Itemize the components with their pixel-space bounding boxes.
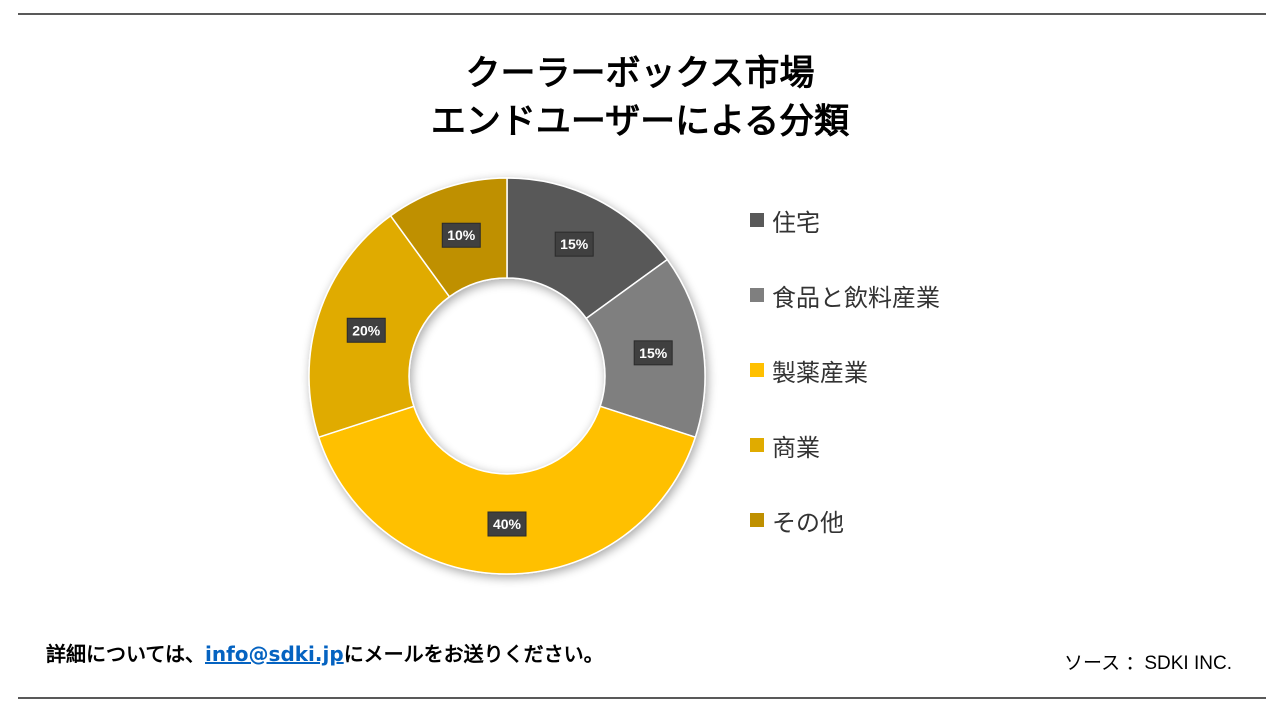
legend-swatch	[750, 288, 764, 302]
slice-data-label: 15%	[633, 340, 673, 366]
chart-title-line1: クーラーボックス市場	[465, 54, 815, 94]
contact-note-prefix: 詳細については、	[46, 642, 205, 666]
data-label-box	[346, 317, 386, 343]
legend-label: 食品と飲料産業	[772, 283, 940, 312]
data-label-box	[441, 222, 481, 248]
legend-item: 食品と飲料産業	[750, 275, 940, 315]
data-label-text: 10%	[447, 227, 476, 243]
legend-label: その他	[772, 508, 844, 537]
data-label-text: 20%	[352, 322, 381, 338]
legend-label: 商業	[772, 433, 820, 462]
slice-data-label: 15%	[554, 231, 594, 257]
legend-label: 製薬産業	[772, 358, 868, 387]
legend-label: 住宅	[772, 208, 820, 237]
legend-swatch	[750, 438, 764, 452]
source-label: ソース ：SDKI INC.	[1064, 653, 1232, 674]
slice-data-label: 10%	[441, 222, 481, 248]
chart-title-line2: エンドユーザーによる分類	[430, 102, 850, 142]
donut-slice	[317, 405, 697, 575]
contact-note-suffix: にメールをお送りください。	[343, 642, 604, 666]
legend-item: 住宅	[750, 200, 820, 240]
bottom-divider	[18, 697, 1266, 699]
data-label-box	[554, 231, 594, 257]
legend-swatch	[750, 513, 764, 527]
contact-note: 詳細については、info@sdki.jpにメールをお送りください。	[46, 638, 604, 667]
data-label-box	[633, 340, 673, 366]
legend-swatch	[750, 363, 764, 377]
slice-data-label: 40%	[487, 511, 527, 537]
legend-item: 商業	[750, 425, 820, 465]
data-label-text: 40%	[493, 516, 522, 532]
legend-item: 製薬産業	[750, 350, 868, 390]
top-divider	[18, 13, 1266, 15]
slice-data-label: 20%	[346, 317, 386, 343]
data-label-text: 15%	[639, 345, 668, 361]
legend-swatch	[750, 213, 764, 227]
chart-title: クーラーボックス市場 エンドユーザーによる分類	[0, 50, 1280, 146]
email-link[interactable]: info@sdki.jp	[205, 642, 344, 666]
data-label-box	[487, 511, 527, 537]
legend-item: その他	[750, 500, 844, 540]
data-label-text: 15%	[560, 236, 589, 252]
